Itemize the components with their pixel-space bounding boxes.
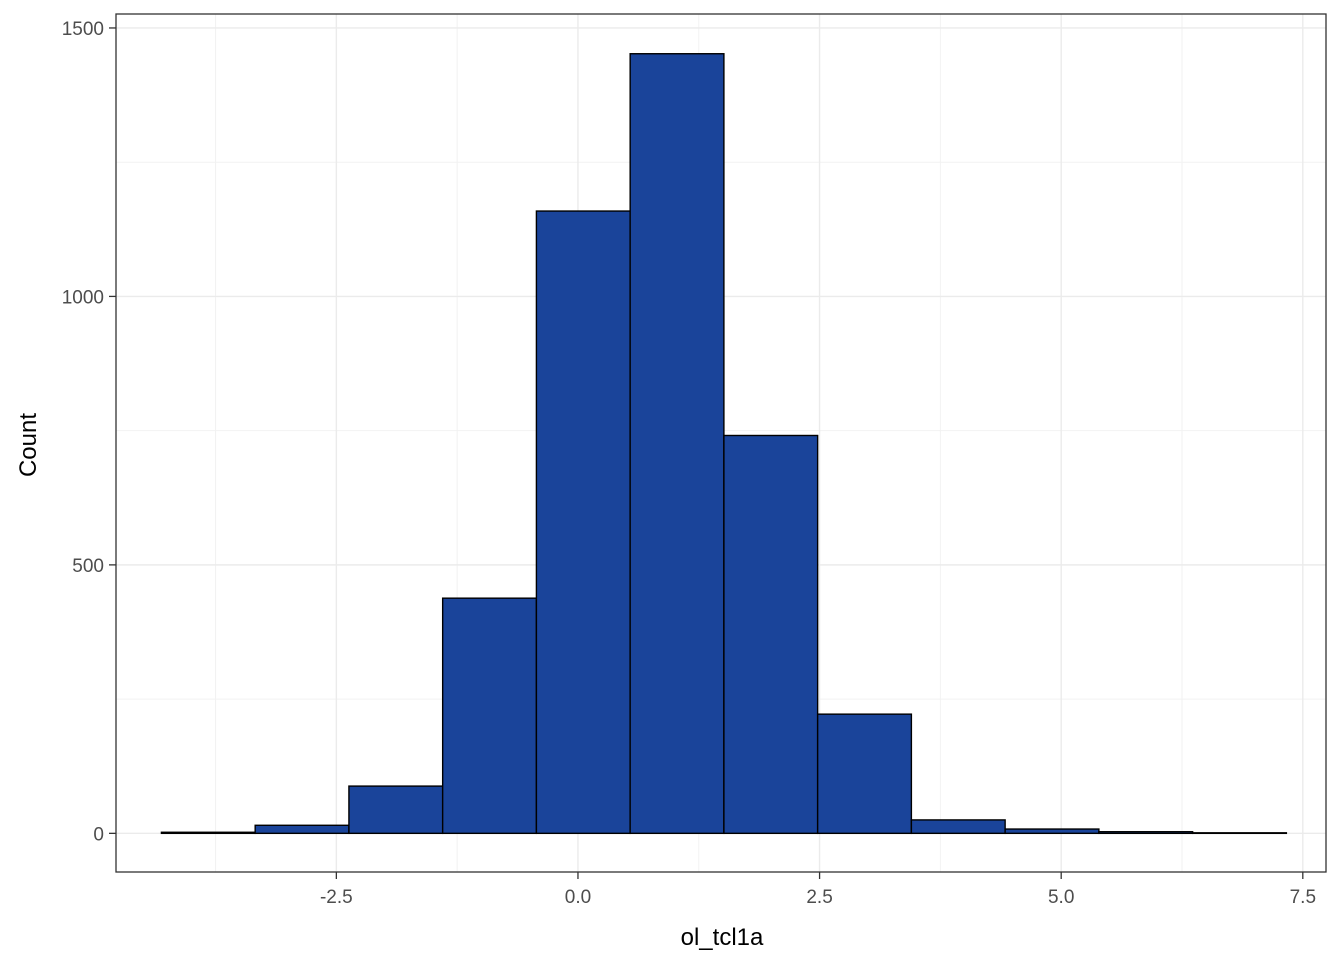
- x-tick-label: 5.0: [1048, 887, 1074, 908]
- histogram-bar: [160, 831, 256, 835]
- histogram-bar: [723, 434, 819, 835]
- histogram-bar: [348, 785, 444, 835]
- histogram-bar: [535, 210, 631, 835]
- x-tick-label: 0.0: [565, 887, 591, 908]
- histogram-bar: [1004, 828, 1100, 835]
- y-axis-title: Count: [15, 413, 42, 477]
- histogram-bar: [254, 824, 350, 835]
- y-tick-label: 1500: [62, 19, 104, 40]
- histogram-bars: [160, 53, 1288, 835]
- histogram-bar: [910, 819, 1006, 835]
- x-tick-label: -2.5: [320, 887, 353, 908]
- histogram-bar: [1191, 832, 1288, 835]
- histogram-bar: [816, 713, 913, 835]
- y-tick-label: 500: [72, 556, 104, 577]
- x-tick-label: 2.5: [806, 887, 832, 908]
- x-axis-ticks: -2.5 0.0 2.5 5.0 7.5: [320, 872, 1316, 908]
- x-axis-title: ol_tcl1a: [681, 924, 764, 951]
- x-tick-label: 7.5: [1290, 887, 1316, 908]
- histogram-bar: [629, 53, 725, 835]
- panel-border: [115, 13, 1327, 873]
- y-tick-label: 0: [93, 824, 104, 845]
- y-axis-ticks: 0 500 1000 1500: [62, 19, 116, 845]
- histogram-bar: [1098, 831, 1194, 835]
- histogram-bar: [441, 597, 538, 835]
- y-tick-label: 1000: [62, 287, 104, 308]
